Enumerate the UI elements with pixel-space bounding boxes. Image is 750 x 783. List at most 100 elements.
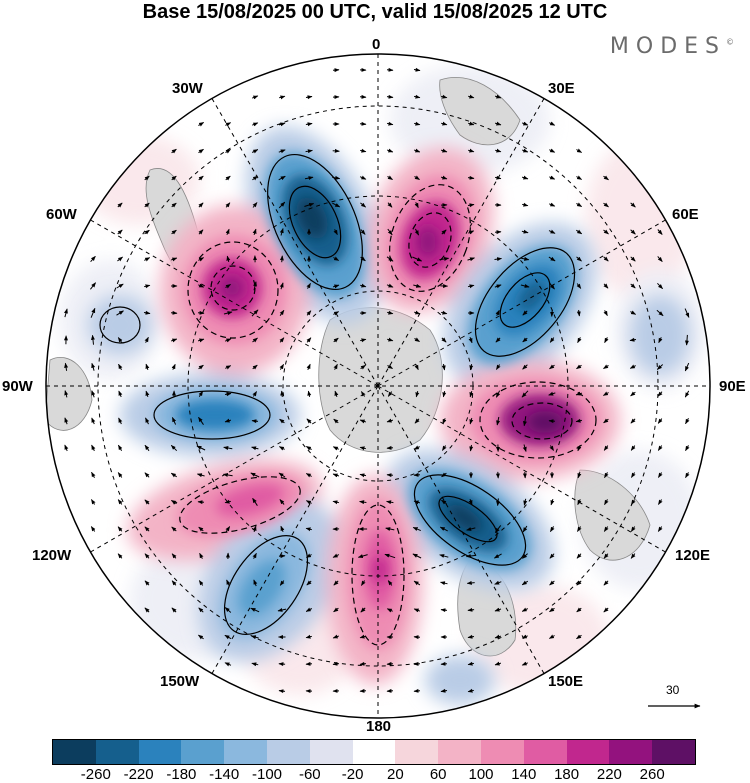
colorbar: [52, 739, 696, 765]
wind-arrow: [198, 229, 204, 235]
wind-arrow: [522, 148, 529, 153]
wind-arrow: [333, 229, 338, 236]
wind-arrow: [604, 472, 609, 479]
wind-arrow: [549, 445, 555, 451]
wind-arrow: [360, 256, 366, 262]
wind-arrow: [603, 553, 609, 559]
lon-label-150e: 150E: [548, 673, 584, 690]
wind-arrow: [333, 607, 339, 613]
wind-arrow: [171, 148, 177, 154]
wind-arrow: [359, 634, 367, 639]
wind-arrow: [440, 121, 448, 126]
wind-arrow: [442, 418, 447, 425]
wind-arrow: [360, 580, 366, 586]
wind-arrow: [467, 607, 475, 612]
wind-arrow: [603, 310, 608, 317]
colorbar-swatch: [181, 740, 225, 764]
wind-arrow: [171, 229, 177, 235]
contours: [99, 153, 597, 646]
wind-arrow: [414, 364, 419, 371]
wind-arrow: [413, 94, 421, 99]
map-border: [45, 53, 711, 719]
wind-arrow: [629, 364, 636, 369]
wind-arrow: [170, 310, 178, 315]
colorbar-swatch: [309, 740, 353, 764]
lon-label-30e: 30E: [548, 80, 575, 97]
wind-arrow: [305, 122, 313, 127]
wind-arrow: [469, 390, 474, 398]
wind-arrow: [385, 527, 395, 531]
wind-arrow: [359, 283, 367, 288]
wind-arrow: [494, 121, 502, 126]
wind-arrow: [306, 282, 311, 289]
wind-arrow: [549, 607, 555, 613]
colorbar-tick-label: -140: [209, 766, 240, 783]
wind-arrow: [225, 283, 231, 289]
wind-arrow: [603, 256, 609, 262]
wind-arrow: [657, 526, 663, 532]
wind-arrow: [171, 416, 177, 425]
colorbar-swatch: [480, 740, 524, 764]
wind-arrow: [442, 390, 447, 398]
wind-arrow: [630, 526, 636, 532]
wind-arrow: [360, 607, 366, 613]
wind-arrow: [196, 473, 205, 478]
wind-arrow: [414, 228, 420, 236]
lon-label-120e: 120E: [675, 547, 711, 564]
wind-arrow: [279, 282, 284, 290]
wind-arrow: [494, 525, 502, 533]
wind-arrow: [440, 608, 448, 613]
colorbar-swatch: [523, 740, 567, 764]
wind-arrow: [170, 499, 177, 505]
wind-arrow: [549, 148, 556, 153]
wind-arrow: [465, 554, 476, 559]
wind-arrow: [90, 282, 96, 290]
wind-arrow: [196, 445, 206, 451]
wind-arrow: [523, 498, 528, 506]
wind-arrow: [171, 257, 178, 262]
wind-arrow: [333, 311, 340, 316]
wind-arrow: [360, 391, 366, 397]
wind-arrow: [305, 445, 312, 451]
wind-arrow: [602, 391, 609, 396]
wind-arrow: [549, 526, 555, 533]
wind-arrow: [386, 500, 394, 505]
wind-arrow: [252, 364, 258, 370]
wind-arrow: [522, 337, 528, 343]
wind-arrow: [278, 122, 286, 127]
wind-arrow: [359, 500, 367, 505]
wind-arrow: [386, 473, 394, 478]
wind-arrow: [466, 580, 475, 585]
wind-arrow: [171, 363, 176, 370]
wind-arrow: [224, 662, 232, 667]
wind-arrow: [223, 311, 233, 316]
colorbar-tick-label: 260: [639, 766, 665, 783]
wind-arrow: [280, 525, 285, 532]
map-title: Base 15/08/2025 00 UTC, valid 15/08/2025…: [142, 1, 608, 23]
wind-arrow: [90, 334, 95, 345]
wind-arrow: [576, 607, 582, 613]
wind-arrow: [171, 175, 177, 181]
wind-arrow: [117, 229, 123, 235]
wind-arrow: [171, 553, 177, 559]
wind-arrow: [684, 334, 689, 346]
wind-arrow: [118, 363, 123, 371]
wind-arrow: [657, 472, 663, 478]
wind-arrow: [522, 310, 528, 316]
wind-arrow: [577, 499, 582, 506]
wind-arrow: [171, 526, 177, 532]
wind-arrow: [467, 661, 475, 666]
wind-arrow: [387, 202, 393, 208]
wind-arrow: [603, 175, 609, 181]
wind-arrow: [496, 498, 501, 507]
colorbar-swatch: [438, 740, 481, 764]
wind-arrow: [306, 337, 312, 343]
wind-arrow: [279, 337, 285, 343]
wind-arrow: [384, 553, 396, 559]
wind-arrow: [630, 202, 636, 208]
wind-arrow: [116, 283, 124, 289]
wind-arrow: [387, 175, 393, 181]
wind-arrow: [603, 607, 609, 613]
colorbar-tick-label: 100: [468, 766, 494, 783]
wind-arrow: [440, 661, 448, 666]
